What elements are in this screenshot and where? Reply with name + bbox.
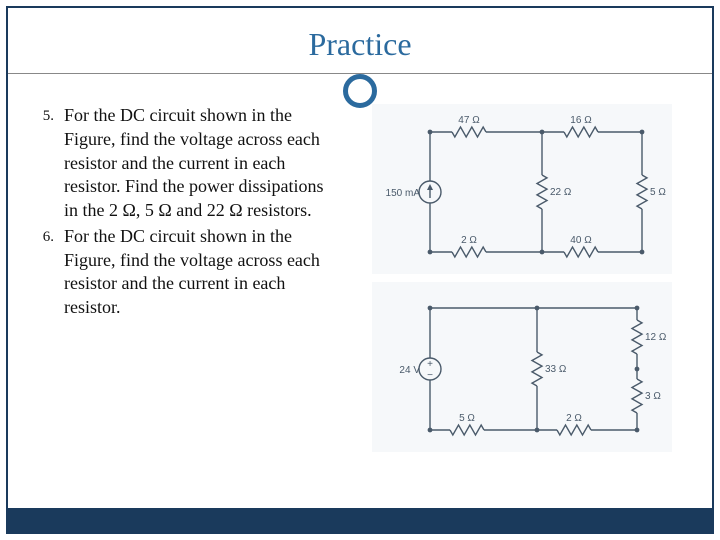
circuit-1-diagram: 47 Ω 16 Ω 2 Ω 40 Ω 150 mA 22 Ω 5 Ω [372,104,672,274]
problem-number: 5. [36,104,64,223]
svg-text:16 Ω: 16 Ω [571,115,593,126]
svg-text:3 Ω: 3 Ω [645,391,661,402]
problem-text: For the DC circuit shown in the Figure, … [64,225,339,320]
svg-text:33 Ω: 33 Ω [545,364,567,375]
problem-list: 5. For the DC circuit shown in the Figur… [36,104,339,320]
problem-number: 6. [36,225,64,320]
svg-text:5 Ω: 5 Ω [459,413,475,424]
footer-bar [6,510,714,534]
slide-title: Practice [8,8,712,73]
list-item: 5. For the DC circuit shown in the Figur… [36,104,339,223]
svg-text:+: + [427,359,433,370]
accent-circle-icon [343,74,377,108]
figure-column: 47 Ω 16 Ω 2 Ω 40 Ω 150 mA 22 Ω 5 Ω 5 Ω 2 Ω +−24 … [351,104,694,452]
svg-text:24 V: 24 V [400,365,421,376]
svg-text:47 Ω: 47 Ω [459,115,481,126]
slide-frame: Practice 5. For the DC circuit shown in … [6,6,714,510]
problem-text: For the DC circuit shown in the Figure, … [64,104,339,223]
circuit-2-diagram: 5 Ω 2 Ω +−24 V 33 Ω 12 Ω 3 Ω [372,282,672,452]
text-column: 5. For the DC circuit shown in the Figur… [36,104,339,452]
content-row: 5. For the DC circuit shown in the Figur… [8,74,712,462]
svg-text:2 Ω: 2 Ω [461,235,477,246]
svg-text:150 mA: 150 mA [386,188,421,199]
svg-text:12 Ω: 12 Ω [645,332,667,343]
svg-text:5 Ω: 5 Ω [650,187,666,198]
svg-text:22 Ω: 22 Ω [550,187,572,198]
svg-text:−: − [427,370,433,381]
svg-text:40 Ω: 40 Ω [571,235,593,246]
svg-text:2 Ω: 2 Ω [566,413,582,424]
list-item: 6. For the DC circuit shown in the Figur… [36,225,339,320]
